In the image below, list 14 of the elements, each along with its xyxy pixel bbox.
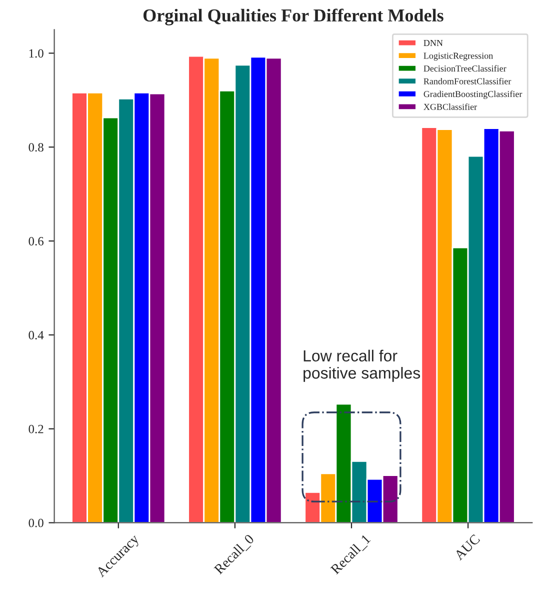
legend-label: GradientBoostingClassifier (424, 90, 522, 99)
chart-title: Orginal Qualities For Different Models (143, 8, 444, 26)
y-tick-label: 0.0 (28, 518, 44, 528)
y-tick-label: 0.2 (28, 424, 44, 434)
legend-label: DecisionTreeClassifier (424, 65, 506, 72)
legend-label: RandomForestClassifier (424, 78, 512, 84)
y-tick-label: 0.8 (28, 143, 44, 152)
y-tick-label: 0.6 (28, 237, 44, 246)
legend-label: XGBClassifier (424, 103, 477, 110)
legend-label: LogisticRegression (424, 52, 493, 61)
annotation: Low recall for positive samples (304, 350, 420, 382)
y-tick-label: 0.4 (28, 330, 44, 340)
legend-label: DNN (424, 40, 443, 46)
y-tick-label: 1.0 (29, 49, 44, 58)
